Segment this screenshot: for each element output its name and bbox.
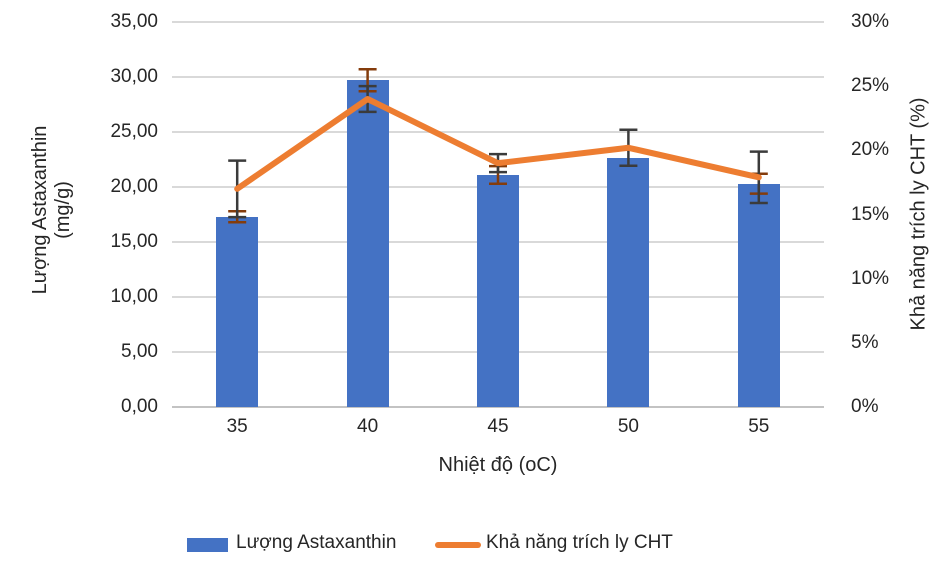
bar: [216, 216, 259, 407]
right-axis-tick: 30%: [851, 11, 890, 32]
left-axis-tick: 0,00: [121, 396, 158, 417]
legend-label-cht: Khả năng trích ly CHT: [486, 532, 673, 553]
gridline: [172, 131, 824, 133]
right-axis-tick: 15%: [851, 203, 890, 225]
cht-line: [234, 96, 762, 192]
right-axis-tick: 20%: [851, 139, 890, 161]
legend-bar-swatch: [187, 538, 228, 552]
x-axis-tick: 35: [226, 416, 248, 437]
right-axis-tick: 5%: [851, 331, 879, 353]
left-axis-title: Lượng Astaxanthin (mg/g): [29, 125, 74, 295]
left-axis-tick: 15,00: [110, 231, 158, 252]
left-axis-tick: 35,00: [110, 11, 158, 32]
right-axis-tick: 0%: [851, 396, 879, 417]
gridline: [172, 76, 824, 78]
series-layer: [228, 68, 768, 224]
legend-label-astaxanthin: Lượng Astaxanthin: [236, 532, 397, 553]
right-axis-tick: 10%: [851, 267, 890, 289]
legend-line-swatch: [435, 542, 481, 548]
bar: [607, 158, 650, 407]
bar: [737, 183, 780, 407]
plot-area: [172, 21, 824, 408]
x-axis-title: Nhiệt độ (oC): [438, 454, 558, 476]
legend: Lượng Astaxanthin Khả năng trích ly CHT: [0, 528, 948, 562]
left-axis-tick: 5,00: [121, 341, 158, 362]
left-axis-tick: 10,00: [110, 286, 158, 307]
left-axis-tick: 25,00: [110, 121, 158, 142]
x-axis-tick: 40: [357, 416, 379, 437]
right-axis-title: Khả năng trích ly CHT (%): [907, 97, 930, 331]
gridline: [172, 21, 824, 23]
left-axis-tick: 30,00: [110, 66, 158, 87]
bar: [346, 80, 389, 407]
right-axis-tick: 25%: [851, 75, 890, 97]
bar: [477, 174, 519, 407]
x-axis-tick: 50: [617, 416, 639, 437]
x-axis-tick: 55: [748, 416, 770, 437]
x-axis-tick: 45: [487, 416, 509, 437]
left-axis-tick: 20,00: [110, 176, 158, 197]
x-axis-line: [172, 406, 824, 408]
